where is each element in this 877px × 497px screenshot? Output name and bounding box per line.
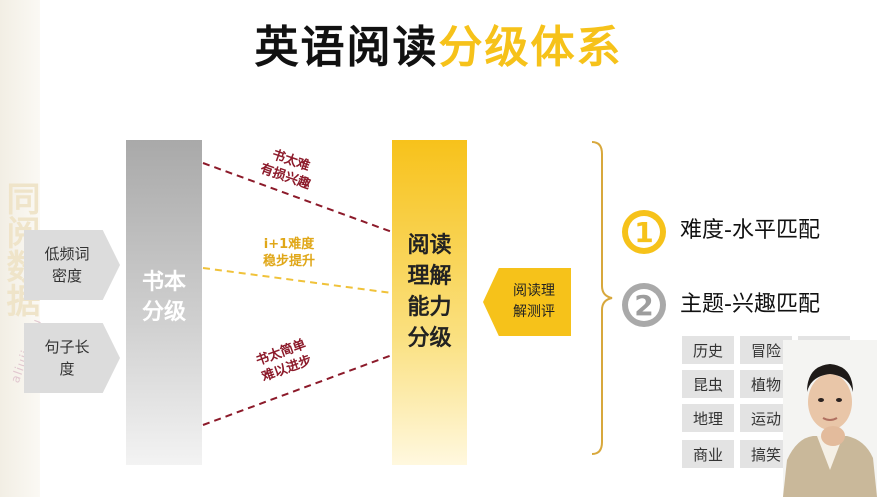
point-1-number: 1 — [628, 216, 660, 249]
too-hard-line — [202, 162, 393, 233]
i-plus-1-line-1: i+1难度 — [263, 237, 315, 252]
reading-level-line-1: 阅读 — [407, 233, 452, 258]
point-2-badge: 2 — [622, 283, 666, 327]
point-2-number: 2 — [628, 289, 660, 322]
topic-tag: 地理 — [682, 404, 734, 432]
reading-evaluation-line-1: 阅读理 — [513, 283, 555, 299]
sentence-length-arrow: 句子长度 — [24, 323, 120, 393]
too-easy-line — [202, 354, 393, 426]
reading-level-column — [392, 140, 467, 465]
reading-evaluation-arrow: 阅读理 解测评 — [483, 268, 571, 336]
book-level-column — [126, 140, 202, 465]
title-part-2: 分级体系 — [438, 22, 623, 73]
title-part-1: 英语阅读 — [254, 22, 439, 73]
point-1-badge: 1 — [622, 210, 666, 254]
grouping-bracket — [591, 141, 613, 455]
reading-level-line-4: 分级 — [407, 326, 452, 351]
low-frequency-density-label: 低频词密度 — [44, 245, 90, 285]
book-level-line-1: 书本 — [141, 270, 186, 295]
reading-evaluation-line-2: 解测评 — [513, 304, 555, 320]
topic-tag: 商业 — [682, 440, 734, 468]
presenter-video — [783, 340, 877, 497]
topic-tag: 历史 — [682, 336, 734, 364]
low-frequency-density-arrow: 低频词密度 — [24, 230, 120, 300]
book-level-label: 书本 分级 — [126, 268, 202, 328]
reading-level-line-2: 理解 — [407, 264, 452, 289]
i-plus-1-line — [202, 267, 393, 294]
point-1-label: 难度-水平匹配 — [680, 218, 820, 243]
point-2-label: 主题-兴趣匹配 — [680, 292, 820, 317]
sentence-length-label: 句子长度 — [44, 338, 90, 378]
reading-level-label: 阅读 理解 能力 分级 — [392, 230, 467, 354]
slide-title: 英语阅读分级体系 — [0, 18, 877, 78]
topic-tag: 昆虫 — [682, 370, 734, 398]
i-plus-1-note: i+1难度 稳步提升 — [263, 236, 315, 270]
i-plus-1-line-2: 稳步提升 — [263, 254, 316, 269]
book-level-line-2: 分级 — [141, 300, 186, 325]
reading-level-line-3: 能力 — [407, 295, 452, 320]
